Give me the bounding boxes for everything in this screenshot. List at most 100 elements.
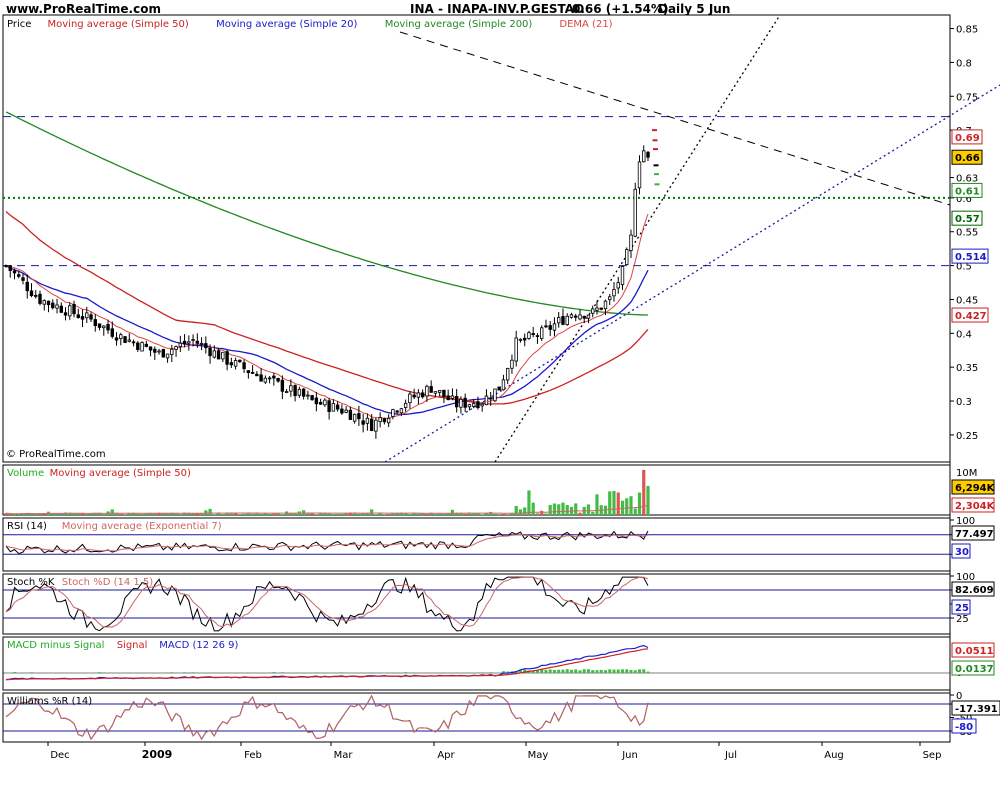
volume-bar xyxy=(136,513,140,515)
volume-ma-line xyxy=(5,505,649,515)
site-name[interactable]: www.ProRealTime.com xyxy=(6,2,161,16)
macd-tag-box xyxy=(951,642,995,658)
candle-body xyxy=(327,400,331,412)
symbol-title: INA - INAPA-INV.P.GESTAO xyxy=(410,2,585,16)
williams-legend-item: Williams %R (14) xyxy=(7,696,92,707)
candle-body xyxy=(484,395,489,406)
macd-histogram-bar xyxy=(586,669,590,673)
candle-body xyxy=(144,343,149,347)
candle-body xyxy=(12,270,17,274)
x-axis-label: Dec xyxy=(50,750,69,761)
candle-body xyxy=(29,290,34,297)
volume-bar xyxy=(127,513,131,515)
macd-histogram-bar xyxy=(565,669,569,673)
x-axis-label: Sep xyxy=(923,750,942,761)
volume-bar xyxy=(250,513,255,515)
macd-histogram-bar xyxy=(102,672,106,673)
macd-histogram-bar xyxy=(582,669,586,673)
volume-bar xyxy=(480,514,484,515)
candle-body xyxy=(208,347,212,357)
volume-tag-box xyxy=(951,479,995,495)
candle-body xyxy=(625,249,629,265)
macd-histogram-bar xyxy=(625,669,629,673)
value-tag: 0.514 xyxy=(955,252,987,263)
rsi-tag: 77.497 xyxy=(955,529,994,540)
volume-bar xyxy=(187,512,191,515)
candle-body xyxy=(289,385,293,392)
macd-histogram-bar xyxy=(595,670,599,673)
volume-bar xyxy=(85,514,89,515)
volume-bar xyxy=(68,512,72,515)
candle-body xyxy=(34,295,38,297)
volume-bar xyxy=(616,492,620,515)
candle-body xyxy=(348,409,353,420)
volume-bar xyxy=(642,469,646,515)
macd-histogram-bar xyxy=(412,672,416,673)
volume-bar xyxy=(280,514,284,515)
volume-bar xyxy=(540,510,544,515)
macd-histogram-bar xyxy=(603,670,607,673)
candle-body xyxy=(293,385,297,397)
volume-bar xyxy=(344,513,348,515)
candle-body xyxy=(170,348,174,355)
volume-bar xyxy=(165,513,170,515)
candle-body xyxy=(68,305,72,317)
candle-body xyxy=(582,315,586,319)
volume-bar xyxy=(463,513,467,515)
macd-histogram-bar xyxy=(561,669,565,673)
candle-body xyxy=(361,420,365,425)
candle-body xyxy=(119,334,123,339)
macd-histogram-bar xyxy=(323,672,327,673)
candle-body xyxy=(540,327,544,339)
candle-body xyxy=(629,234,633,251)
y-tick-label: 0.45 xyxy=(956,295,978,306)
volume-bar xyxy=(306,512,310,515)
volume-bar xyxy=(514,505,518,515)
volume-bar xyxy=(51,513,55,515)
volume-bar xyxy=(531,502,535,515)
rsi-signal-line xyxy=(5,533,649,552)
macd-histogram-bar xyxy=(506,671,510,673)
candle-body xyxy=(497,386,501,391)
panel-frame-0 xyxy=(2,14,951,463)
candle-body xyxy=(433,391,438,394)
candle-body xyxy=(191,339,195,341)
volume-bar xyxy=(523,507,527,515)
volume-bar xyxy=(429,512,433,515)
macd-histogram-bar xyxy=(591,670,595,673)
price-legend-item: Moving average (Simple 50) xyxy=(48,19,189,30)
candle-body xyxy=(85,312,89,319)
volume-bar xyxy=(195,513,199,515)
volume-bar xyxy=(408,514,412,515)
macd-histogram-bar xyxy=(480,672,484,673)
volume-bar xyxy=(646,486,650,515)
volume-bar xyxy=(506,514,510,515)
rsi-legend-item: Moving average (Exponential 7) xyxy=(62,521,222,532)
volume-bar xyxy=(633,508,637,515)
volume-tag-box xyxy=(951,497,995,513)
candle-body xyxy=(38,293,42,304)
candle-body xyxy=(386,417,391,424)
volume-bar xyxy=(450,509,455,515)
y-tick-label: 0.75 xyxy=(956,92,978,103)
volume-bar xyxy=(255,512,259,515)
macd-histogram-bar xyxy=(608,669,612,673)
candle-body xyxy=(80,316,85,320)
volume-bar xyxy=(387,514,391,515)
volume-bar xyxy=(544,513,548,515)
volume-bar xyxy=(289,513,293,515)
volume-bar xyxy=(319,513,323,515)
macd-tag-box xyxy=(951,660,995,676)
volume-bar xyxy=(365,513,369,515)
candle-body xyxy=(106,324,110,331)
value-tag: 0.69 xyxy=(955,133,980,144)
macd-histogram-bar xyxy=(540,669,544,673)
volume-legend-item: Volume xyxy=(7,468,44,479)
volume-bar xyxy=(467,512,472,515)
volume-bar xyxy=(148,512,153,515)
volume-bar xyxy=(246,513,250,515)
volume-bar xyxy=(21,513,25,515)
value-tag: 0.61 xyxy=(955,186,980,197)
candle-body xyxy=(408,393,412,404)
